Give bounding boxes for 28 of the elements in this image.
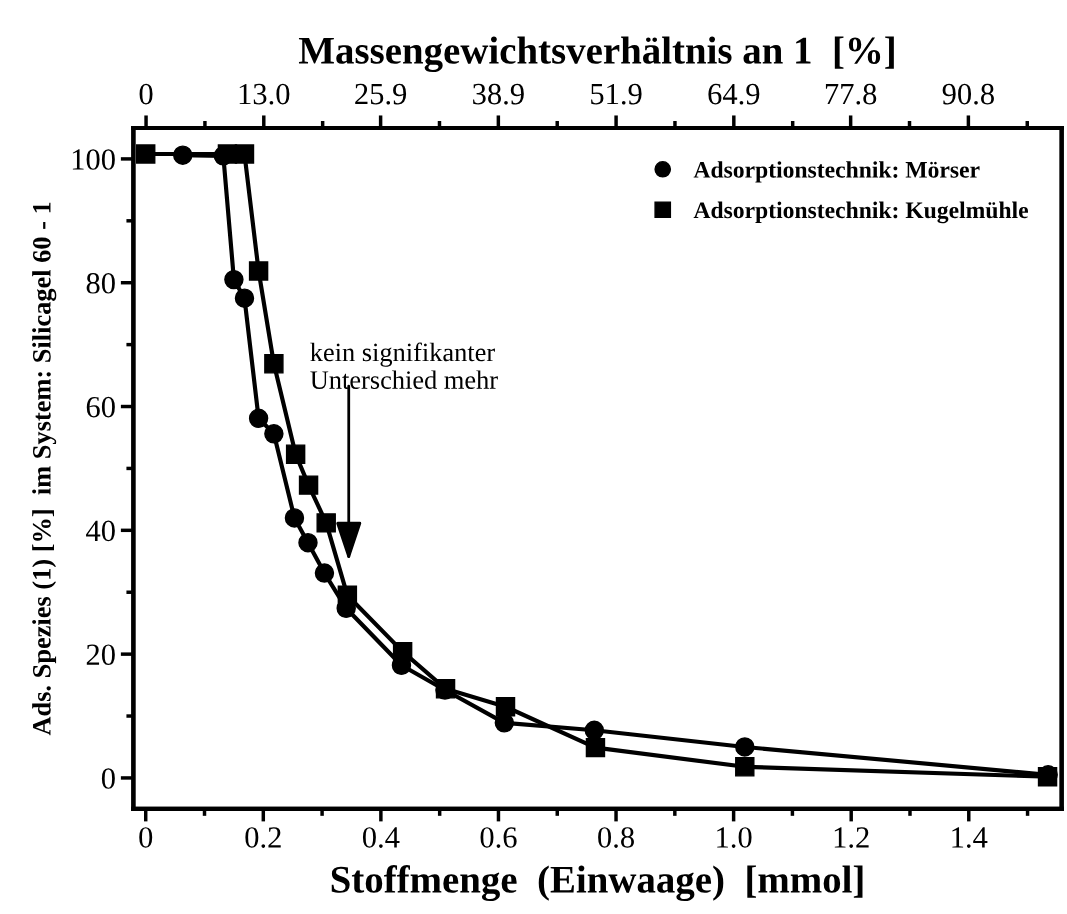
- y-tick-label: 0: [101, 768, 115, 789]
- x2-tick-label: 51.9: [591, 83, 642, 105]
- x2-tick-label: 0: [139, 83, 153, 105]
- x-tick-label: 0.4: [362, 827, 400, 848]
- x-tick-label: 0.6: [480, 827, 517, 848]
- x2-tick-label: 90.8: [942, 83, 994, 105]
- x-tick-label: 0.8: [598, 827, 634, 848]
- x-tick-label: 1.0: [717, 827, 752, 848]
- x2-axis-title: Massengewichtsverhältnis an 1 [%]: [298, 36, 894, 73]
- x2-tick-label: 25.9: [355, 83, 407, 105]
- x-tick-label: 1.4: [952, 827, 988, 848]
- x-axis-title: Stoffmenge (Einwaage) [mmol]: [331, 865, 863, 902]
- y-tick-label: 60: [86, 396, 115, 418]
- y-axis-title: Ads. Spezies (1) [%] im System: Silicagel 60 - 1: [32, 202, 57, 736]
- annotation: kein signifikanter Unterschied mehr: [310, 342, 498, 389]
- y-tick-label: 40: [86, 520, 115, 542]
- legend-label: Adsorptionstechnik: Kugelmühle: [693, 201, 1029, 224]
- x-tick-label: 1.2: [834, 827, 869, 848]
- y-tick-label: 20: [86, 644, 115, 666]
- x2-tick-label: 77.8: [825, 83, 877, 105]
- x-tick-label: 0.2: [245, 827, 281, 848]
- y-tick-label: 80: [86, 273, 115, 294]
- x-tick-label: 0: [139, 827, 153, 848]
- y-tick-label: 100: [72, 149, 115, 170]
- x2-tick-label: 64.9: [708, 83, 760, 105]
- x2-tick-label: 38.9: [473, 83, 524, 105]
- legend-label: Adsorptionstechnik: Mörser: [693, 161, 980, 183]
- x2-tick-label: 13.0: [239, 83, 290, 105]
